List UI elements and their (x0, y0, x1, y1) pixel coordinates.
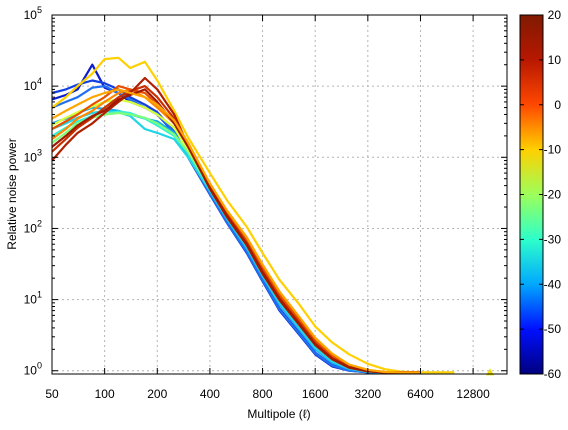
colorbar-tick-label: -10 (544, 143, 562, 157)
colorbar-tick-label: 0 (554, 98, 561, 112)
y-tick-label: 101 (24, 290, 42, 307)
colorbar-tick-label: -20 (544, 188, 562, 202)
colorbar-tick-label: -60 (544, 367, 562, 381)
colorbar-tick-label: -40 (544, 277, 562, 291)
x-tick-label: 100 (95, 387, 115, 401)
x-tick-label: 400 (200, 387, 220, 401)
y-tick-label: 100 (24, 361, 42, 378)
x-axis-ticks: 50 100 200 400 800 1600 3200 6400 12800 (45, 15, 490, 401)
colorbar-tick-label: 10 (548, 53, 562, 67)
x-tick-label: 1600 (302, 387, 329, 401)
colorbar-tick-label: 20 (548, 8, 562, 22)
x-tick-label: 6400 (407, 387, 434, 401)
series-line (51, 88, 421, 374)
x-tick-label: 3200 (354, 387, 381, 401)
colorbar: 20 10 0 -10 -20 -30 -40 -50 -60 (519, 8, 562, 381)
y-tick-label: 103 (24, 147, 42, 164)
colorbar-tick-label: -30 (544, 232, 562, 246)
series-lines (51, 56, 495, 376)
x-tick-label: 800 (253, 387, 273, 401)
y-tick-label: 105 (24, 5, 42, 22)
x-tick-label: 12800 (456, 387, 490, 401)
y-tick-label: 104 (24, 76, 42, 93)
x-tick-label: 50 (45, 387, 59, 401)
y-axis-label: Relative noise power (5, 138, 19, 249)
y-tick-label: 102 (24, 218, 42, 235)
series-line (51, 88, 421, 374)
y-axis-ticks: 100 101 102 103 104 105 (24, 5, 507, 378)
x-axis-label: Multipole (ℓ) (247, 407, 310, 421)
series-line (51, 56, 455, 374)
series-line (51, 84, 421, 374)
x-tick-label: 200 (147, 387, 167, 401)
colorbar-tick-label: -50 (544, 322, 562, 336)
